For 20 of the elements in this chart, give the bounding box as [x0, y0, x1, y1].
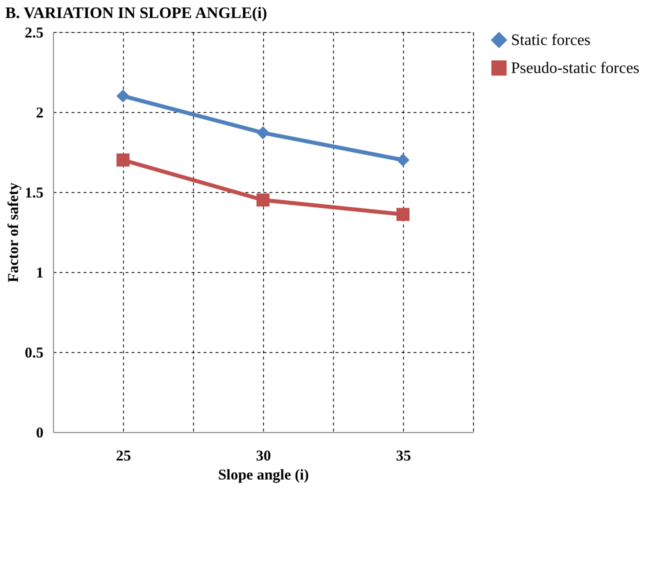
y-tick-label: 1.5 — [24, 186, 44, 202]
x-tick-label: 35 — [396, 448, 411, 464]
y-tick-label: 2 — [36, 106, 44, 122]
point — [116, 89, 130, 103]
point — [116, 153, 130, 167]
point — [256, 193, 270, 207]
y-tick-label: 1 — [36, 266, 44, 282]
point — [396, 153, 410, 167]
y-tick-label: 0.5 — [24, 346, 44, 362]
y-tick-label: 2.5 — [24, 26, 44, 42]
y-tick-label: 0 — [36, 426, 44, 442]
point — [396, 208, 410, 221]
legend-label: Pseudo-static forces — [511, 60, 640, 77]
x-tick-label: 30 — [256, 448, 271, 464]
legend-label: Static forces — [511, 32, 591, 49]
chart-title: B. VARIATION IN SLOPE ANGLE(i) — [5, 5, 268, 22]
x-tick-label: 25 — [116, 448, 131, 464]
x-axis-title: Slope angle (i) — [218, 468, 309, 484]
point — [256, 126, 270, 140]
y-axis-title: Factor of safety — [6, 182, 22, 282]
